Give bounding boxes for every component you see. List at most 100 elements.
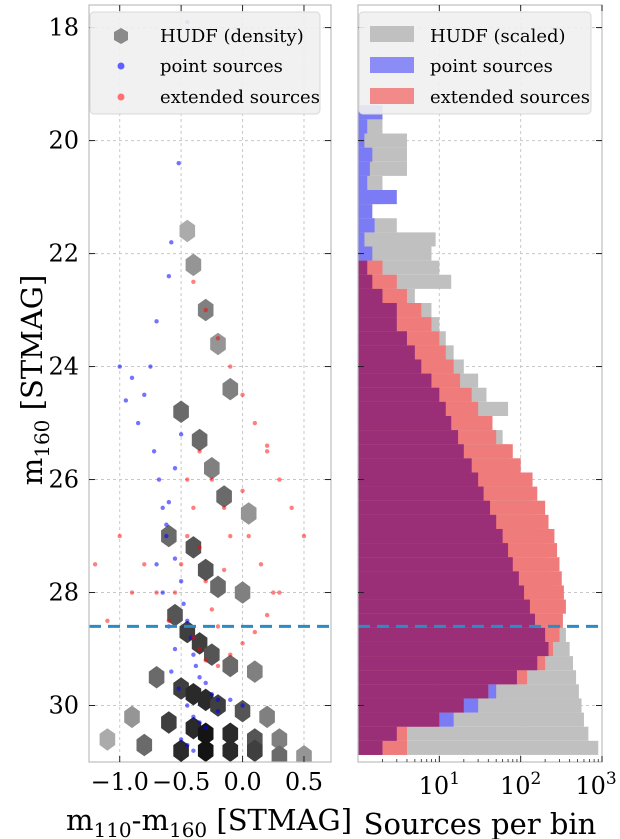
point-source-marker [135, 420, 141, 426]
hexbin-cell [167, 603, 183, 627]
overlap-bar [358, 472, 479, 487]
y-tick-label: 28 [48, 579, 79, 607]
point-source-bar [358, 147, 373, 162]
extended-source-marker [185, 533, 190, 539]
extended-source-marker [154, 590, 159, 595]
hexbin-cell [222, 739, 239, 762]
legend-extended-sources-right: extended sources [430, 87, 590, 108]
left-x-axis-label: m110-m160 [STMAG] [66, 803, 352, 839]
point-source-marker [185, 618, 190, 623]
point-source-bar [358, 218, 375, 233]
overlap-bar [358, 302, 397, 318]
extended-source-marker [203, 307, 208, 313]
extended-source-marker [264, 612, 270, 618]
hexbin-cell [148, 666, 165, 689]
extended-source-marker [117, 533, 122, 539]
right-legend: HUDF (scaled) point sources extended sou… [358, 11, 592, 115]
hexbin-cell [173, 739, 189, 762]
point-source-marker [197, 720, 202, 725]
hexbin-legend-marker [114, 28, 128, 44]
point-source-marker [172, 646, 178, 652]
point-source-marker [117, 364, 122, 369]
point-source-marker [164, 533, 169, 539]
right-panel: 101 102 103 HUDF (scaled) point sources ex… [357, 4, 617, 839]
overlap-bar [358, 317, 397, 332]
left-y-axis-label: m160 [STMAG] [15, 275, 54, 486]
point-source-marker [176, 160, 181, 166]
extended-source-legend-marker [117, 93, 125, 101]
hudf-bar [358, 726, 589, 741]
hexbin-cell [99, 728, 116, 751]
hexbin-cell [173, 677, 189, 700]
extended-source-marker [215, 663, 221, 669]
overlap-bars [358, 260, 549, 755]
extended-source-marker [301, 533, 307, 539]
point-source-marker [185, 703, 190, 708]
hexbin-cell [197, 739, 214, 762]
extended-source-marker [246, 533, 251, 539]
extended-source-marker [252, 629, 258, 635]
hudf-scaled-legend-patch [370, 26, 414, 42]
x-tick-label: 101 [419, 769, 460, 800]
extended-source-marker [209, 607, 215, 612]
overlap-bar [358, 401, 446, 416]
point-source-marker [160, 505, 165, 510]
point-source-bar [358, 204, 373, 219]
overlap-bar [358, 712, 440, 727]
hexbin-cell [185, 683, 202, 706]
extended-source-marker [197, 545, 202, 550]
hudf-density-hexbins [99, 219, 312, 762]
extended-source-marker [166, 618, 172, 623]
overlap-bar [358, 260, 368, 275]
hexbin-cell [136, 733, 153, 757]
hexbin-cell [234, 581, 251, 604]
point-source-marker [166, 273, 172, 279]
point-source-marker [154, 319, 159, 324]
hudf-bar [358, 161, 407, 176]
left-y-ticks: 18 20 22 24 26 28 30 [48, 14, 331, 720]
hexbin-cell [185, 716, 202, 740]
point-source-bar [358, 175, 368, 191]
overlap-bar [358, 585, 525, 600]
hexbin-cell [191, 428, 208, 452]
extended-source-marker [221, 505, 227, 510]
hexbin-cell [179, 219, 196, 243]
y-tick-label: 24 [48, 353, 79, 381]
overlap-bar [358, 458, 472, 473]
hudf-bar [358, 246, 432, 261]
hexbin-cell [210, 575, 226, 599]
hexbin-cell [222, 722, 239, 745]
right-x-axis-label: Sources per bin [364, 807, 597, 839]
x-tick-label: 102 [500, 769, 541, 800]
hexbin-cell [197, 688, 214, 712]
point-source-legend-marker [117, 62, 125, 70]
overlap-bar [358, 571, 519, 586]
extended-source-marker [221, 567, 227, 573]
extended-source-marker [215, 624, 221, 629]
y-tick-label: 20 [48, 127, 79, 155]
hexbin-cell [210, 332, 226, 356]
extended-source-marker [209, 477, 215, 482]
overlap-bar [358, 698, 464, 713]
overlap-bar [358, 528, 503, 544]
extended-source-marker [277, 477, 282, 482]
extended-source-marker [191, 279, 196, 285]
point-source-marker [191, 748, 196, 753]
hexbin-cell [247, 660, 263, 683]
hexbin-cell [216, 485, 232, 508]
extended-source-marker [252, 420, 258, 426]
point-source-marker [181, 601, 186, 607]
y-tick-label: 30 [48, 692, 79, 720]
point-source-marker [191, 714, 196, 720]
extended-source-marker [289, 505, 294, 510]
point-source-marker [151, 449, 157, 454]
overlap-bar [358, 288, 383, 303]
point-source-bar [358, 161, 370, 176]
left-legend-box [89, 11, 321, 115]
y-tick-label: 22 [48, 240, 79, 268]
extended-source-marker [240, 641, 245, 646]
overlap-bar [358, 599, 530, 614]
overlap-bar [358, 613, 535, 628]
extended-source-marker [197, 646, 202, 652]
extended-source-marker [264, 443, 270, 448]
